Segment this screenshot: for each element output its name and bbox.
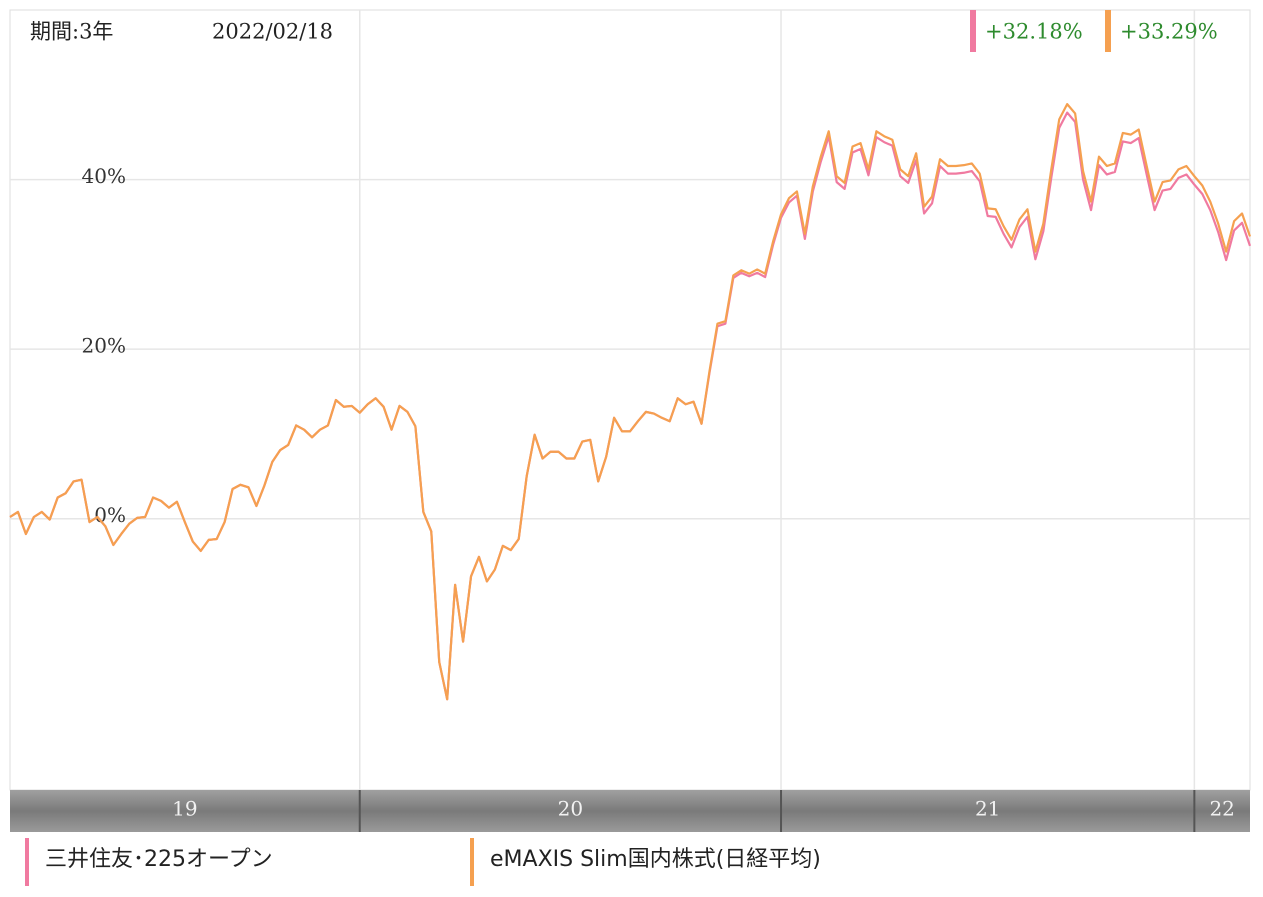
x-tick-label: 19 xyxy=(172,797,197,821)
end-label-marker xyxy=(1105,10,1111,52)
legend-label: eMAXIS Slim国内株式(日経平均) xyxy=(490,847,821,872)
period-label: 期間:3年 xyxy=(30,20,113,44)
x-tick-label: 20 xyxy=(558,797,583,821)
legend-label: 三井住友･225オープン xyxy=(45,847,273,872)
y-tick-label: 0% xyxy=(94,503,126,527)
end-label: +32.18% xyxy=(985,20,1083,44)
end-label-marker xyxy=(970,10,976,52)
x-tick-label: 21 xyxy=(975,797,1000,821)
legend-marker xyxy=(470,838,474,886)
end-label: +33.29% xyxy=(1120,20,1218,44)
x-axis-band xyxy=(10,790,1250,832)
series-line xyxy=(9,103,1252,701)
date-label: 2022/02/18 xyxy=(212,20,333,44)
y-tick-label: 20% xyxy=(82,334,126,358)
plot-area xyxy=(9,9,1251,791)
legend-marker xyxy=(25,838,29,886)
y-tick-label: 40% xyxy=(82,164,126,188)
x-tick-label: 22 xyxy=(1209,797,1234,821)
